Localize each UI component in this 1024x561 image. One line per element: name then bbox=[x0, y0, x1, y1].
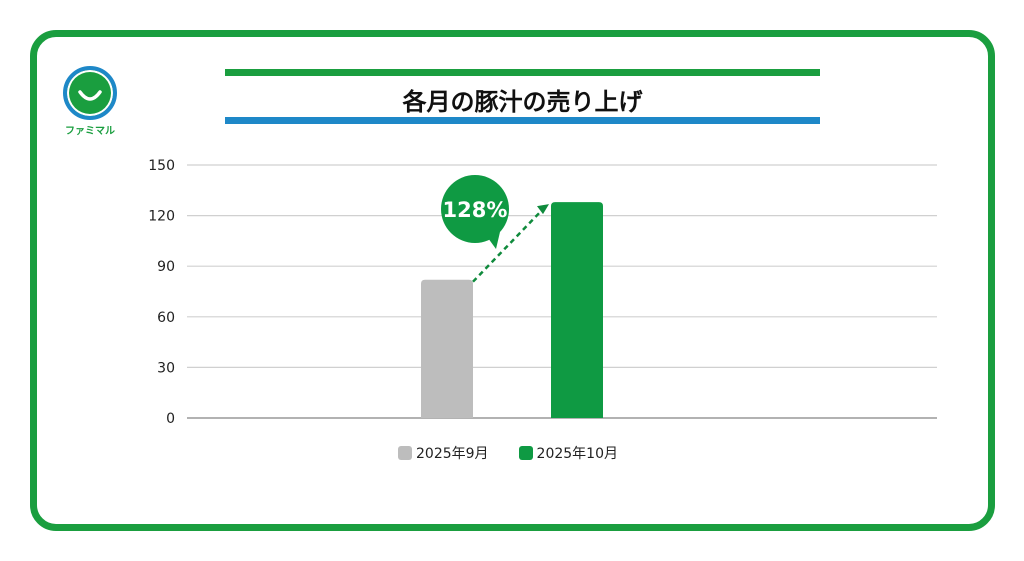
y-tick-label: 120 bbox=[148, 209, 175, 225]
y-tick-label: 150 bbox=[148, 158, 175, 174]
bar-0 bbox=[421, 279, 473, 418]
growth-arrow-head-icon bbox=[537, 204, 549, 215]
annotation-bubble-tail bbox=[488, 232, 500, 249]
smile-logo-icon bbox=[63, 66, 117, 120]
y-tick-label: 90 bbox=[157, 259, 175, 275]
chart-title: 各月の豚汁の売り上げ bbox=[402, 88, 643, 116]
legend-item-oct: 2025年10月 bbox=[518, 443, 618, 463]
legend: 2025年9月 2025年10月 bbox=[398, 443, 618, 463]
legend-label-sep: 2025年9月 bbox=[416, 446, 489, 462]
logo: ファミマル bbox=[62, 66, 118, 137]
outer-frame bbox=[30, 30, 995, 531]
y-tick-label: 30 bbox=[157, 360, 175, 376]
logo-text: ファミマル bbox=[65, 126, 115, 137]
annotation-label: 128% bbox=[443, 198, 508, 222]
legend-item-sep: 2025年9月 bbox=[398, 443, 489, 463]
y-tick-label: 60 bbox=[157, 310, 175, 326]
growth-arrow-line bbox=[472, 208, 544, 283]
title-bar-blue bbox=[225, 117, 820, 124]
title-bar-green bbox=[225, 69, 820, 76]
bar-1 bbox=[551, 202, 603, 418]
annotation-bubble bbox=[441, 175, 509, 243]
y-tick-label: 0 bbox=[166, 411, 175, 427]
legend-swatch-oct bbox=[518, 446, 533, 460]
legend-swatch-sep bbox=[398, 446, 412, 460]
legend-label-oct: 2025年10月 bbox=[536, 446, 618, 462]
